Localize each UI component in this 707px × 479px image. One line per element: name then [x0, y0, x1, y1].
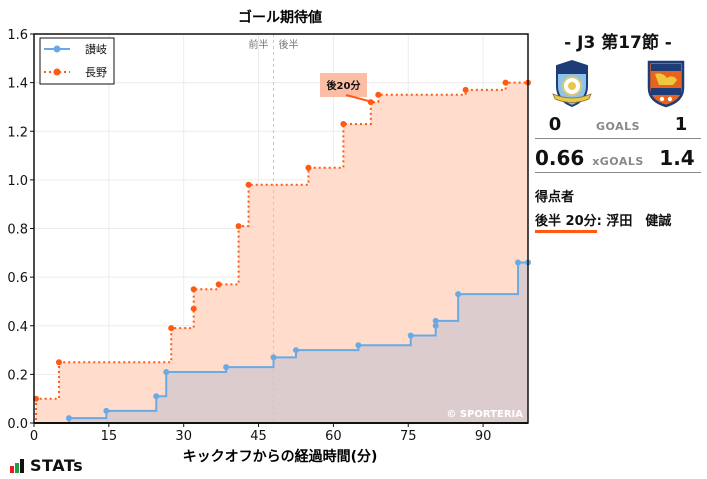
away-xg: 1.4 [659, 146, 695, 170]
y-tick-label: 0.2 [7, 368, 28, 383]
data-point [455, 291, 462, 298]
series-fill-1 [34, 82, 528, 423]
data-point [163, 368, 170, 375]
series-line-0 [34, 261, 528, 424]
data-point [168, 325, 175, 332]
brand-name: STATs [30, 456, 84, 475]
chart-title: ゴール期待値 [238, 9, 322, 26]
legend-label: 讃岐 [85, 43, 107, 56]
x-axis-label: キックオフからの経過時間(分) [183, 448, 378, 465]
data-point [215, 281, 222, 288]
x-tick-label: 0 [30, 429, 38, 444]
data-point [375, 91, 382, 98]
data-point [292, 347, 299, 354]
y-tick-label: 0.6 [7, 271, 28, 286]
home-xg: 0.66 [535, 146, 585, 170]
data-point [432, 317, 439, 324]
x-tick-label: 60 [325, 429, 342, 444]
round-title: - J3 第17節 - [564, 33, 672, 53]
scorer-time: 後半 20分 [535, 214, 597, 233]
x-tick-label: 90 [475, 429, 492, 444]
data-point [407, 332, 414, 339]
data-point [245, 181, 252, 188]
y-tick-label: 1.6 [7, 28, 28, 43]
goals-row: 0 GOALS 1 [535, 114, 701, 139]
scorers-title: 得点者 [535, 190, 575, 205]
data-point [305, 164, 312, 171]
y-tick-label: 1.4 [7, 77, 28, 92]
xgoals-row: 0.66 xGOALS 1.4 [535, 146, 701, 173]
data-point [462, 86, 469, 93]
data-point [270, 354, 277, 361]
legend-label: 長野 [85, 66, 107, 79]
y-tick-label: 0.8 [7, 223, 28, 238]
data-point [223, 364, 230, 371]
data-point [502, 79, 509, 86]
y-tick-label: 1.2 [7, 125, 28, 140]
data-point [103, 407, 110, 414]
goal-annotation-label: 後20分 [327, 79, 361, 92]
x-tick-label: 15 [101, 429, 118, 444]
annotation-arrow [345, 94, 370, 103]
data-point [340, 120, 347, 127]
data-point [235, 223, 242, 230]
watermark: © SPORTERIA [446, 409, 523, 420]
x-tick-label: 45 [250, 429, 267, 444]
sanuki-logo-icon [552, 59, 592, 108]
home-goals: 0 [548, 114, 562, 135]
series-fill-0 [34, 262, 528, 423]
xgoals-label: xGOALS [592, 155, 644, 168]
scorer-item: 後半 20分: 浮田 健誠 [535, 210, 672, 233]
bar-chart-logo-icon [10, 458, 24, 473]
data-point [190, 305, 197, 312]
goals-label: GOALS [595, 120, 641, 133]
data-point [55, 359, 62, 366]
stats-brand: STATs [10, 456, 83, 475]
data-point [515, 259, 522, 266]
x-tick-label: 75 [400, 429, 417, 444]
first-half-label: 前半 [249, 38, 269, 51]
data-point [367, 99, 374, 106]
goal-annotation-box [320, 73, 367, 97]
y-tick-label: 0.0 [7, 417, 28, 432]
second-half-label: 後半 [279, 38, 299, 51]
data-point [355, 342, 362, 349]
nagano-logo-icon [647, 60, 685, 108]
data-point [432, 322, 439, 329]
data-point [190, 286, 197, 293]
y-tick-label: 1.0 [7, 174, 28, 189]
away-goals: 1 [674, 114, 688, 135]
x-tick-label: 30 [175, 429, 192, 444]
y-tick-label: 0.4 [7, 320, 28, 335]
data-point [153, 393, 160, 400]
data-point [65, 415, 72, 422]
series-line-1 [34, 81, 528, 424]
scorer-name: : 浮田 健誠 [596, 214, 672, 229]
